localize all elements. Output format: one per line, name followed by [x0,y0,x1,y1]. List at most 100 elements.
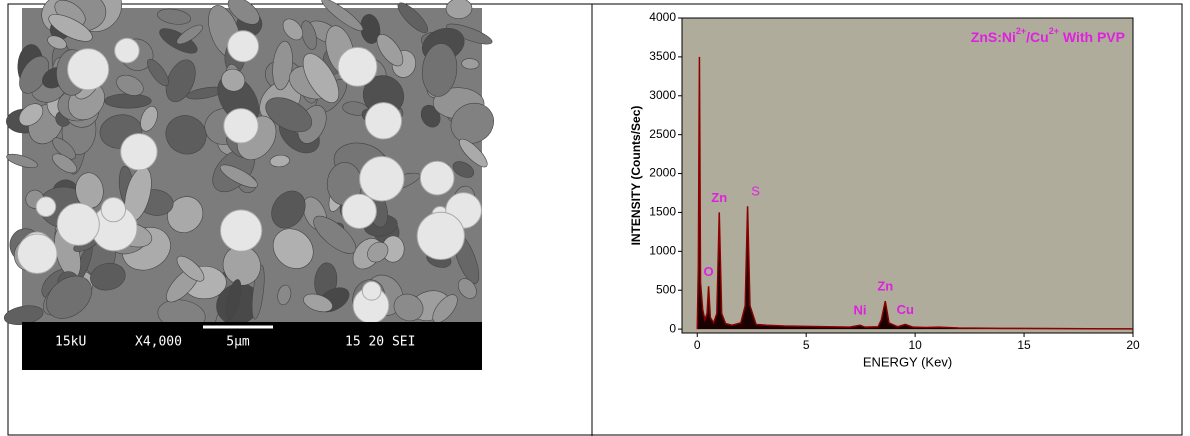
particle [227,0,260,25]
particle [269,154,290,168]
particle [52,153,78,174]
particle [251,264,265,320]
y-tick-label: 3500 [649,49,676,63]
particle [47,35,67,50]
particle [303,293,333,313]
particle [452,161,475,178]
particle [461,58,480,70]
particle [221,68,246,92]
eds-spectrum: 0 500 1000 1500 2000 2500 3000 3500 4000 0 5 10 15 20… [629,10,1140,369]
particle [421,43,458,97]
bright-particle [416,211,465,261]
particle [176,255,205,282]
bright-particle [419,160,455,196]
title-text: With PVP [1059,29,1125,45]
particle [90,262,126,291]
plot-area [681,17,1134,334]
particle [104,93,152,109]
particle [301,20,318,50]
title-superscript: 2+ [1049,26,1059,36]
title-text: ZnS:Ni [971,29,1016,45]
bright-particle [120,133,158,171]
particle [272,40,293,91]
sem-voltage: 15kU [55,335,86,350]
bright-particle [341,193,377,229]
particle [376,34,404,67]
particle [165,59,196,103]
particle [176,24,203,45]
particle [225,279,242,320]
particle [6,153,38,169]
bright-particle [219,209,263,252]
bright-particle [227,30,260,63]
sem-info-bar [22,322,482,370]
particle [265,97,313,133]
sem-particles [3,0,494,334]
y-tick-label: 1500 [649,205,676,219]
particle [397,2,429,33]
y-tick-label: 4000 [649,10,676,24]
y-tick-label: 3000 [649,88,676,102]
y-tick-label: 500 [656,282,676,296]
particle [140,105,158,132]
sem-scale: 5μm [226,335,250,350]
x-tick-label: 20 [1126,338,1140,352]
title-text: /Cu [1026,29,1049,45]
particle [46,275,93,319]
particle [157,8,192,25]
peak-label: Ni [854,303,867,318]
particle [445,0,473,19]
bright-particle [359,156,405,202]
y-tick-label: 2000 [649,166,676,180]
particle [282,18,303,41]
peak-label: S [751,184,760,199]
particle [367,241,389,263]
bright-particle [114,37,140,64]
particle [459,138,488,168]
peak-label: Zn [711,190,727,205]
particle [165,115,207,155]
y-tick-label: 0 [669,321,676,335]
particle [52,137,76,160]
bright-particle [223,108,259,144]
bright-particle [361,280,382,301]
particle [450,102,494,144]
particle [446,23,493,45]
title-superscript: 2+ [1016,26,1026,36]
particle [219,164,258,188]
x-tick-label: 10 [908,338,922,352]
particle [302,53,340,104]
bright-particle [16,233,58,275]
bright-particle [337,46,378,87]
x-tick-label: 15 [1017,338,1031,352]
spectrum-line [696,56,1134,330]
y-tick-label: 2500 [649,127,676,141]
y-tick-label: 1000 [649,244,676,258]
bright-particle [364,102,403,140]
particle [116,74,144,96]
sem-image: 15kU X4,000 5μm 15 20 SEI [3,0,494,370]
particle [457,278,477,299]
peak-label: Cu [897,302,914,317]
sem-magnification: X4,000 [135,335,182,350]
particle [432,294,458,324]
particle [147,58,169,87]
particle [18,103,44,127]
bright-particle [100,196,127,223]
particle [277,284,292,306]
x-tick-label: 5 [803,338,810,352]
peak-label: Zn [877,279,893,294]
chart-title: ZnS:Ni2+/Cu2+ With PVP [971,26,1125,44]
particle [271,190,306,229]
particle [313,215,357,254]
bright-particle [67,48,110,91]
particle [321,0,364,32]
bright-particle [56,202,100,246]
x-tick-label: 0 [694,338,701,352]
x-axis-label: ENERGY (Kev) [863,354,952,369]
table-border [7,3,1183,436]
particle [48,14,93,42]
particle [393,293,424,322]
